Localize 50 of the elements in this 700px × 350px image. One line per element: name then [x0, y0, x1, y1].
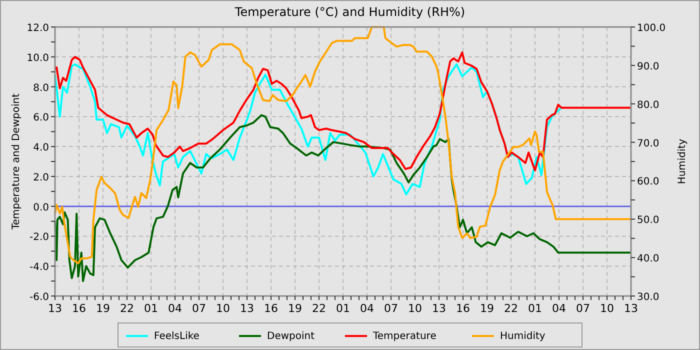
- x-tick-label: 22: [504, 302, 518, 315]
- x-tick-label: 16: [264, 302, 278, 315]
- y-tick-label: -6.0: [29, 292, 49, 303]
- y-tick-label: -4.0: [29, 262, 49, 274]
- y-tick-label: 0.0: [33, 202, 49, 214]
- y2-tick-label: 80.0: [637, 100, 660, 111]
- x-tick-label: 04: [360, 302, 374, 315]
- y2-tick-label: 90.0: [637, 61, 660, 72]
- y-axis-title: Temperature and Dewpoint: [11, 93, 22, 231]
- x-tick-label: 13: [240, 302, 254, 315]
- y2-tick-label: 30.0: [637, 292, 660, 303]
- x-tick-label: 16: [72, 302, 86, 315]
- x-tick-label: 19: [96, 302, 110, 315]
- y2-tick-label: 70.0: [637, 138, 660, 150]
- x-tick-label: 07: [576, 302, 590, 315]
- legend-label: FeelsLike: [154, 331, 200, 342]
- y-tick-label: 10.0: [26, 52, 49, 64]
- x-tick-label: 19: [288, 302, 302, 315]
- y2-axis-title: Humidity: [677, 138, 688, 184]
- x-tick-label: 10: [408, 302, 422, 315]
- x-tick-label: 22: [312, 302, 326, 315]
- legend-label: Temperature: [372, 331, 436, 342]
- y-tick-label: 8.0: [33, 82, 49, 94]
- x-tick-label: 13: [48, 302, 62, 315]
- x-tick-label: 19: [480, 302, 494, 315]
- y2-tick-label: 60.0: [637, 176, 660, 188]
- x-tick-label: 01: [336, 302, 350, 315]
- x-tick-label: 13: [432, 302, 446, 315]
- x-tick-label: 07: [384, 302, 398, 315]
- x-tick-label: 10: [600, 302, 614, 315]
- x-tick-label: 22: [120, 302, 134, 315]
- y-tick-label: 12.0: [26, 23, 49, 34]
- x-tick-label: 04: [168, 302, 182, 315]
- y2-tick-label: 50.0: [637, 215, 660, 226]
- y2-tick-label: 40.0: [637, 254, 660, 265]
- x-tick-label: 13: [624, 302, 638, 315]
- x-tick-label: 01: [144, 302, 158, 315]
- x-tick-label: 10: [216, 302, 230, 315]
- legend-label: Humidity: [500, 331, 546, 342]
- chart-title: Temperature (°C) and Humidity (RH%): [234, 5, 466, 19]
- y-tick-label: 2.0: [33, 172, 49, 184]
- x-tick-label: 07: [192, 302, 206, 315]
- x-tick-label: 04: [552, 302, 566, 315]
- x-tick-label: 16: [456, 302, 470, 315]
- legend-label: Dewpoint: [267, 331, 315, 342]
- y-tick-label: 6.0: [33, 112, 49, 124]
- y2-tick-label: 100.0: [637, 23, 666, 34]
- x-tick-label: 01: [528, 302, 542, 315]
- y-tick-label: -2.0: [29, 232, 49, 244]
- y-tick-label: 4.0: [33, 142, 49, 154]
